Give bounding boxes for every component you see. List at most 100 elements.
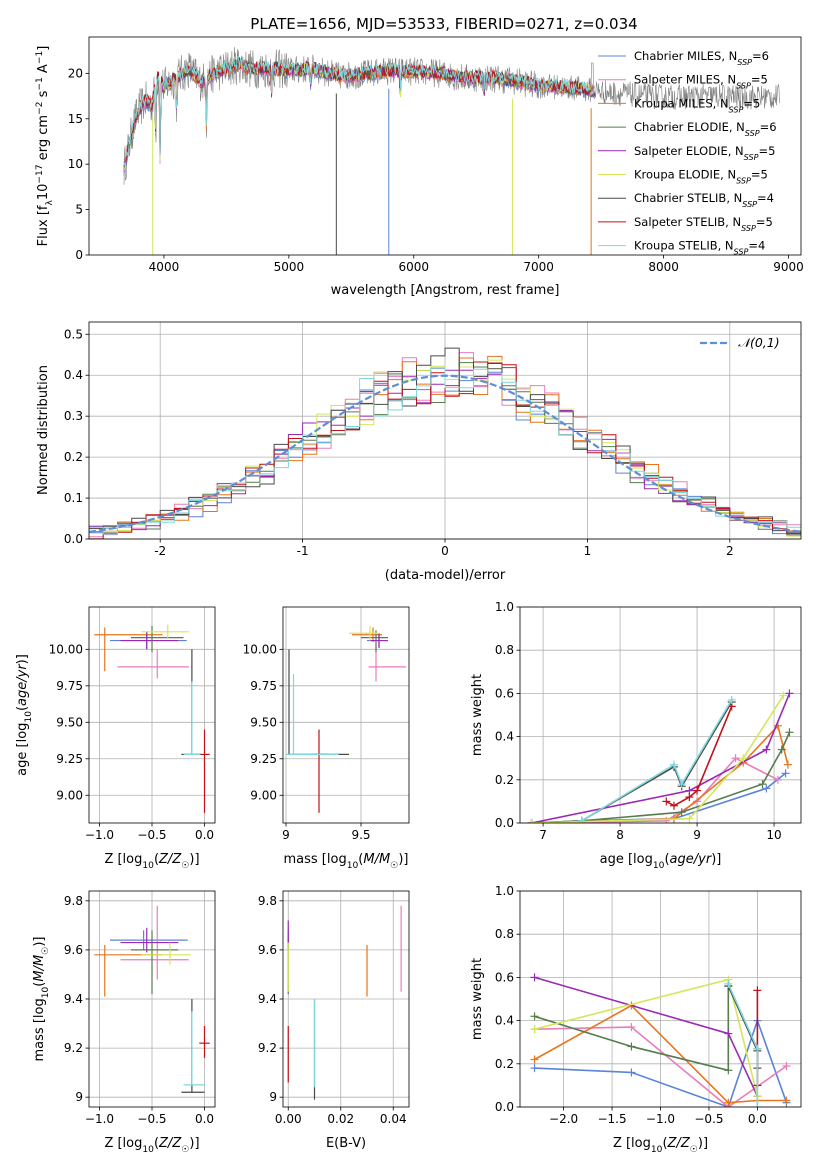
text-fragment: Z/Z xyxy=(158,852,182,867)
text-fragment: SSP xyxy=(736,81,751,90)
plot-area xyxy=(123,47,780,255)
y-tick-label: 9.6 xyxy=(258,943,277,957)
text-fragment: =4 xyxy=(748,239,765,253)
y-tick-label: 0.1 xyxy=(64,491,83,505)
errorbar-chabrier-stelib xyxy=(181,649,201,756)
weight-line xyxy=(531,693,791,823)
normal-reference-curve xyxy=(89,374,801,533)
weight-series-chabrier-miles xyxy=(527,769,790,823)
text-fragment: ( xyxy=(32,982,47,987)
y-tick-label: 9.2 xyxy=(64,1041,83,1055)
plot-area xyxy=(527,689,794,823)
plot-area xyxy=(94,624,210,813)
text-fragment: Chabrier MILES, N xyxy=(634,49,737,63)
y-tick-label: 9.75 xyxy=(250,679,277,693)
y-axis-label: age [log10(age/yr)] xyxy=(15,654,34,776)
text-fragment: ☉ xyxy=(390,861,398,871)
text-fragment: Kroupa STELIB, N xyxy=(634,239,734,253)
y-tick-label: 9.25 xyxy=(250,752,277,766)
y-tick-label: 0.8 xyxy=(495,643,514,657)
text-fragment: ( xyxy=(15,706,30,711)
x-tick-label: −1.0 xyxy=(85,828,114,842)
x-tick-label: 9.5 xyxy=(351,828,370,842)
axes-mass_weight_vs_Z: −2.0 −1.5 −1.0 −0.5 0.0 0.0 0.2 0.4 0.6 0.8 1.0 Z [… xyxy=(470,884,802,1155)
x-tick-label: 0.0 xyxy=(195,828,214,842)
weight-series-kroupa-elodie xyxy=(527,691,788,823)
text-fragment: SSP xyxy=(729,105,744,114)
y-tick-label: 1.0 xyxy=(495,884,514,898)
text-fragment: =5 xyxy=(743,96,760,110)
y-axis-label: mass weight xyxy=(470,674,485,756)
text-fragment: ( xyxy=(154,852,159,867)
plot-area xyxy=(286,625,406,813)
legend-label: Kroupa STELIB, NSSP=4 xyxy=(634,239,765,257)
text-fragment: )] xyxy=(698,1136,708,1151)
errorbar-kroupa-elodie xyxy=(141,624,189,640)
text-fragment: −17 xyxy=(35,164,45,183)
legend-label: Chabrier ELODIE, NSSP=6 xyxy=(634,120,777,138)
x-tick-label: 9 xyxy=(693,828,701,842)
text-fragment: =6 xyxy=(760,120,777,134)
x-tick-label: −1.5 xyxy=(597,1112,626,1126)
text-fragment: 10 xyxy=(41,987,51,999)
legend-label: Chabrier MILES, NSSP=6 xyxy=(634,49,769,67)
x-tick-label: 6000 xyxy=(398,260,429,274)
text-fragment: )] xyxy=(15,654,30,664)
y-tick-label: 5 xyxy=(75,203,83,217)
x-tick-label: −1.0 xyxy=(646,1112,675,1126)
errorbar-kroupa-elodie xyxy=(349,625,379,641)
text-fragment: 10 xyxy=(142,861,154,871)
weight-series-kroupa-elodie xyxy=(530,975,762,1101)
figure-title: PLATE=1656, MJD=53533, FIBERID=0271, z=0… xyxy=(250,15,637,33)
x-axis-label: Z [log10(Z/Z☉)] xyxy=(104,1136,199,1155)
y-tick-label: 0.3 xyxy=(64,409,83,423)
x-tick-label: 2 xyxy=(726,544,734,558)
text-fragment: ☉ xyxy=(181,1145,189,1155)
x-tick-label: -2 xyxy=(154,544,166,558)
axes-frame xyxy=(282,606,410,824)
axes-mass_vs_EBV: 0.00 0.02 0.04 9 9.2 9.4 9.6 9.8 E(B-V) xyxy=(258,890,410,1151)
y-tick-label: 9.4 xyxy=(258,992,277,1006)
text-fragment: ( xyxy=(662,1136,667,1151)
axes-residual_histogram: -2 -1 0 1 2 0.0 0.1 0.2 0.3 0.4 0.5 𝒩(0,1) (data-mod… xyxy=(36,321,802,583)
x-tick-label: 0.0 xyxy=(195,1112,214,1126)
y-axis-label: mass [log10(M/M☉)] xyxy=(32,937,51,1062)
y-axis-label: mass weight xyxy=(470,958,485,1040)
weight-line xyxy=(534,978,759,1097)
x-tick-label: 9000 xyxy=(773,260,804,274)
y-tick-label: 9.8 xyxy=(64,894,83,908)
y-tick-label: 1.0 xyxy=(495,600,514,614)
legend-label: Chabrier STELIB, NSSP=4 xyxy=(634,191,774,209)
x-tick-label: 10 xyxy=(766,828,781,842)
y-tick-label: 9.25 xyxy=(56,752,83,766)
legend-label: Salpeter MILES, NSSP=5 xyxy=(634,73,768,91)
text-fragment: SSP xyxy=(744,152,759,161)
y-tick-label: 9.4 xyxy=(64,992,83,1006)
weight-series-salpeter-elodie xyxy=(530,973,762,1101)
residual-hist-kroupa-stelib xyxy=(89,367,801,539)
y-tick-label: 0 xyxy=(75,248,83,262)
plot-area xyxy=(287,905,402,1100)
text-fragment: Z [log xyxy=(613,1136,651,1151)
x-tick-label: 8000 xyxy=(648,260,679,274)
text-fragment: age [log xyxy=(15,723,30,776)
errorbar-chabrier-elodie xyxy=(131,625,184,653)
x-axis-label: age [log10(age/yr)] xyxy=(600,852,722,871)
text-fragment: ( xyxy=(358,852,363,867)
y-tick-label: 20 xyxy=(68,66,83,80)
y-tick-label: 0.4 xyxy=(495,1014,514,1028)
x-axis-label: Z [log10(Z/Z☉)] xyxy=(104,852,199,871)
axes-spectrum: 4000 5000 6000 7000 8000 9000 0 5 10 15 20 Chabrier… xyxy=(35,36,804,298)
text-fragment: SSP xyxy=(734,247,749,256)
x-axis-label: mass [log10(M/M☉)] xyxy=(284,852,409,871)
y-tick-label: 0.0 xyxy=(64,532,83,546)
y-tick-label: 9.50 xyxy=(250,715,277,729)
text-fragment: mass [log xyxy=(32,998,47,1061)
y-tick-label: 0.0 xyxy=(495,816,514,830)
legend-label: Salpeter ELODIE, NSSP=5 xyxy=(634,144,775,162)
text-fragment: age/yr xyxy=(670,852,713,867)
errorbar-salpeter-miles xyxy=(368,644,406,682)
text-fragment: )] xyxy=(32,937,47,947)
